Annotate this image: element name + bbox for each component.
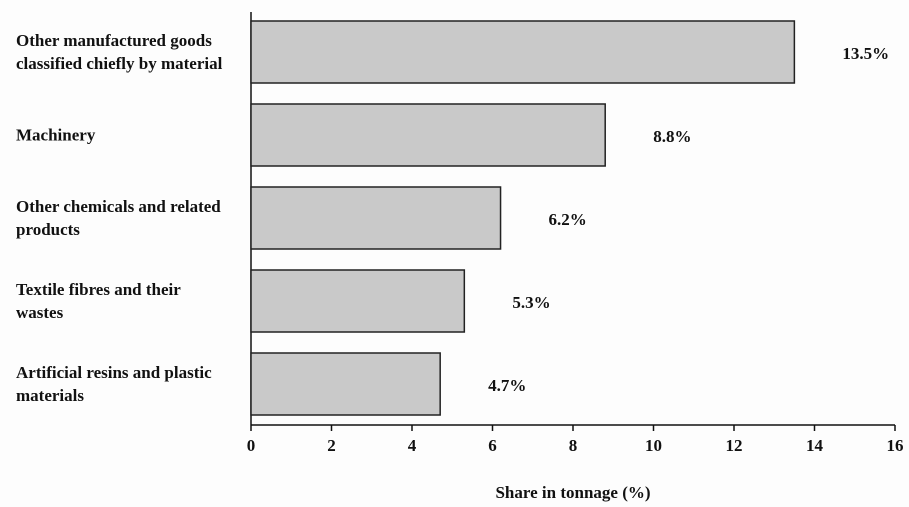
category-label: Machinery [16, 125, 96, 145]
value-label: 4.7% [488, 376, 526, 395]
value-label: 5.3% [512, 293, 550, 312]
bar [250, 186, 502, 250]
x-tick-label: 6 [488, 436, 497, 455]
value-label: 8.8% [653, 127, 691, 146]
bar [250, 20, 796, 84]
x-tick-label: 12 [726, 436, 743, 455]
x-tick-label: 16 [887, 436, 904, 455]
x-tick-label: 4 [408, 436, 417, 455]
bar [250, 103, 606, 167]
x-tick-label: 0 [247, 436, 256, 455]
category-label: Textile fibres and their wastes [16, 280, 181, 322]
category-label: Artificial resins and plastic materials [16, 363, 212, 405]
value-label: 13.5% [842, 44, 889, 63]
category-label: Other chemicals and related products [16, 197, 221, 239]
x-axis-label: Share in tonnage (%) [495, 483, 650, 502]
x-tick-label: 14 [806, 436, 824, 455]
x-tick-label: 8 [569, 436, 578, 455]
category-label: Other manufactured goods classified chie… [16, 31, 223, 73]
bar [250, 352, 441, 416]
value-label: 6.2% [549, 210, 587, 229]
x-tick-label: 10 [645, 436, 662, 455]
x-tick-label: 2 [327, 436, 336, 455]
bar [250, 269, 466, 333]
